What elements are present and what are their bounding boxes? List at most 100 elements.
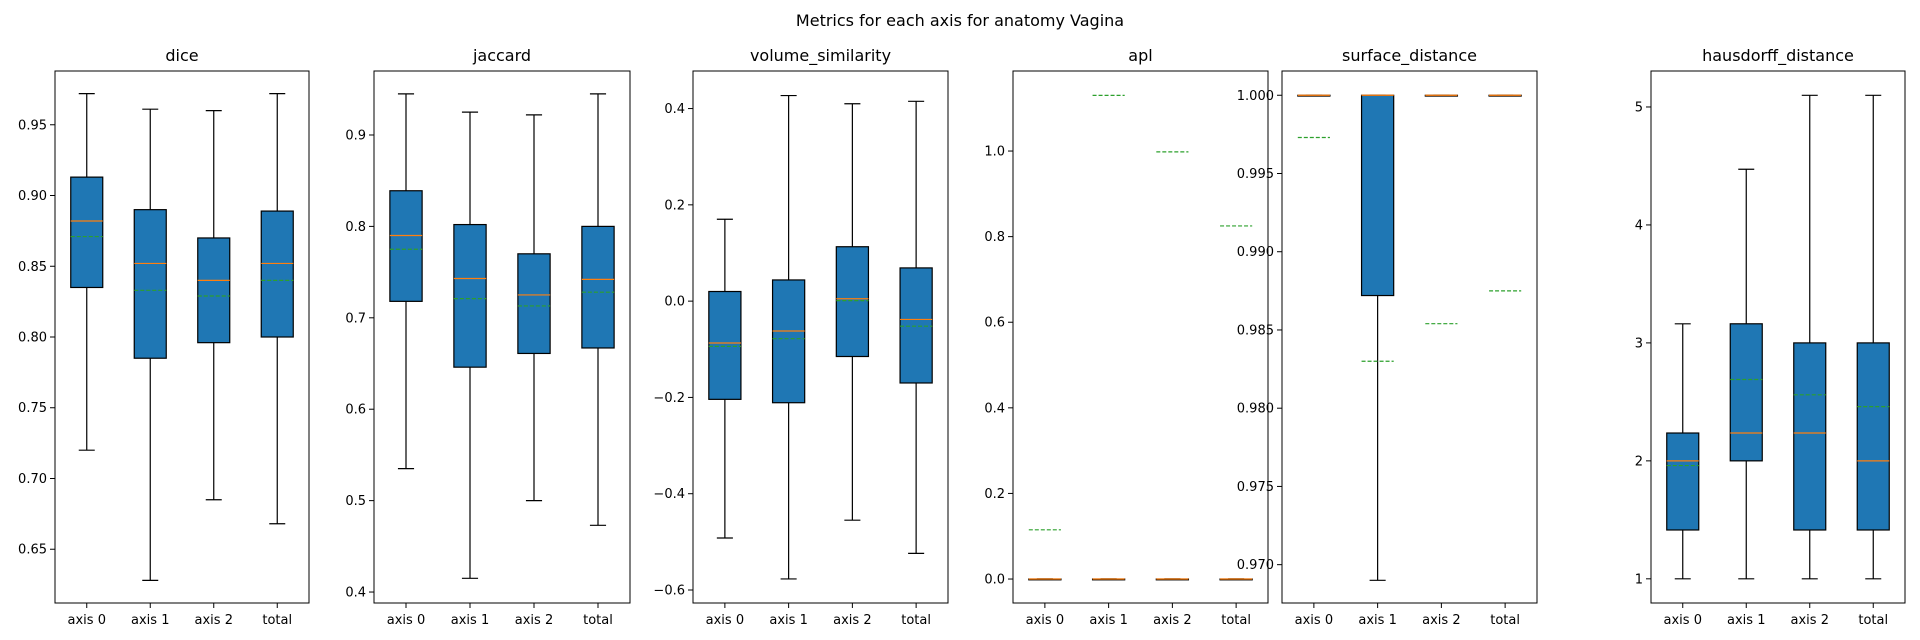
box-axis-2 [197, 110, 231, 501]
y-tick-label: 0.975 [1237, 480, 1274, 495]
y-tick-label: −0.2 [653, 391, 685, 406]
x-tick-label: axis 0 [1664, 613, 1702, 628]
x-tick-label: axis 1 [1727, 613, 1765, 628]
iqr-box [133, 209, 167, 359]
x-tick-label: axis 1 [1358, 613, 1396, 628]
figure-title: Metrics for each axis for anatomy Vagina [796, 11, 1124, 30]
box-total [1856, 94, 1890, 580]
x-tick-label: axis 2 [1422, 613, 1460, 628]
box-axis-0 [708, 218, 742, 539]
box-axis-2 [517, 114, 551, 502]
y-tick-label: 0.85 [18, 260, 47, 275]
panel-hausdorff-distance: hausdorff_distance 1 2 3 4 5 axis 0 axis 1 axis … [1635, 46, 1906, 628]
x-tick-label: axis 1 [131, 613, 169, 628]
y-tick-label: 3 [1635, 336, 1643, 351]
y-tick-label: 0.0 [664, 295, 685, 310]
iqr-box [1729, 323, 1763, 462]
box-axis-1 [771, 94, 806, 580]
panel-title: surface_distance [1342, 46, 1477, 66]
panel-jaccard: jaccard 0.4 0.5 0.6 0.7 0.8 0.9 axis 0 axis 1 axi… [345, 46, 631, 628]
box-axis-2 [1793, 94, 1827, 580]
iqr-box [517, 253, 551, 355]
y-tick-label: 0.90 [18, 189, 47, 204]
y-tick-label: 1.000 [1237, 89, 1274, 104]
panel-surface-distance: surface_distance 0.970 0.975 0.980 0.985 0.99… [1237, 46, 1538, 628]
y-tick-label: 0.970 [1237, 558, 1274, 573]
x-tick-label: axis 1 [769, 613, 807, 628]
y-tick-label: −0.6 [653, 584, 685, 599]
box-axis-0 [1666, 323, 1700, 580]
iqr-box [771, 279, 806, 404]
iqr-box [70, 176, 104, 289]
y-tick-label: 0.2 [664, 198, 685, 213]
panel-title: hausdorff_distance [1702, 46, 1854, 66]
y-tick-label: 2 [1635, 454, 1643, 469]
box-axis-0 [389, 93, 423, 470]
y-tick-label: 1 [1635, 572, 1643, 587]
y-tick-label: 0.65 [18, 543, 47, 558]
iqr-box [1856, 342, 1890, 531]
x-tick-label: total [583, 613, 613, 628]
y-tick-label: 0.7 [345, 311, 366, 326]
x-tick-label: axis 0 [1295, 613, 1333, 628]
y-tick-label: 0.4 [984, 401, 1005, 416]
y-tick-label: 0.8 [345, 220, 366, 235]
y-tick-label: 0.985 [1237, 323, 1274, 338]
box-axis-2 [835, 103, 870, 521]
y-tick-label: 0.8 [984, 230, 1005, 245]
panel-volume-similarity: volume_similarity −0.6 −0.4 −0.2 0.0 0.2 0.4 ax… [653, 46, 949, 628]
panel-apl: apl 0.0 0.2 0.4 0.6 0.8 1.0 axis 0 axis 1 axis 2 t… [984, 46, 1269, 628]
panel-title: apl [1128, 46, 1152, 65]
x-tick-label: axis 2 [195, 613, 233, 628]
box-total [581, 93, 615, 526]
x-tick-label: axis 2 [833, 613, 871, 628]
panel-title: dice [165, 46, 198, 65]
y-tick-label: 0.70 [18, 472, 47, 487]
iqr-box [389, 190, 423, 302]
box-axis-1 [453, 111, 487, 579]
y-tick-label: 0.9 [345, 128, 366, 143]
iqr-box [260, 210, 294, 338]
axes-frame [1281, 70, 1538, 604]
box-axis-1 [133, 108, 167, 581]
y-tick-label: 0.75 [18, 401, 47, 416]
x-tick-label: axis 2 [1153, 613, 1191, 628]
iqr-box [453, 223, 487, 368]
box-axis-0 [1297, 94, 1331, 139]
axes-frame [692, 70, 949, 604]
x-tick-label: axis 0 [1026, 613, 1064, 628]
x-tick-label: axis 0 [706, 613, 744, 628]
iqr-box [835, 246, 870, 358]
x-tick-label: total [262, 613, 292, 628]
y-tick-label: 0.995 [1237, 167, 1274, 182]
axes-frame [1650, 70, 1906, 604]
x-tick-label: axis 2 [515, 613, 553, 628]
y-tick-label: 0.95 [18, 118, 47, 133]
axes-frame [373, 70, 631, 604]
box-axis-0 [70, 93, 104, 451]
panel-title: volume_similarity [750, 46, 891, 66]
box-axis-2 [1155, 151, 1190, 581]
box-total [1219, 225, 1253, 581]
box-axis-1 [1729, 168, 1763, 580]
box-axis-2 [1424, 94, 1459, 325]
y-tick-label: 0.5 [345, 494, 366, 509]
iqr-box [1666, 432, 1700, 531]
x-tick-label: total [901, 613, 931, 628]
x-tick-label: total [1858, 613, 1888, 628]
x-tick-label: axis 1 [1089, 613, 1127, 628]
x-tick-label: axis 1 [451, 613, 489, 628]
x-tick-label: total [1490, 613, 1520, 628]
y-tick-label: 0.2 [984, 487, 1005, 502]
y-tick-label: 0.4 [664, 102, 685, 117]
y-tick-label: −0.4 [653, 487, 685, 502]
y-tick-label: 5 [1635, 100, 1643, 115]
iqr-box [581, 225, 615, 349]
y-tick-label: 4 [1635, 218, 1643, 233]
y-tick-label: 0.0 [984, 573, 1005, 588]
axes-frame [54, 70, 310, 604]
box-total [260, 93, 294, 525]
box-axis-0 [1028, 529, 1062, 581]
iqr-box [1360, 94, 1395, 297]
